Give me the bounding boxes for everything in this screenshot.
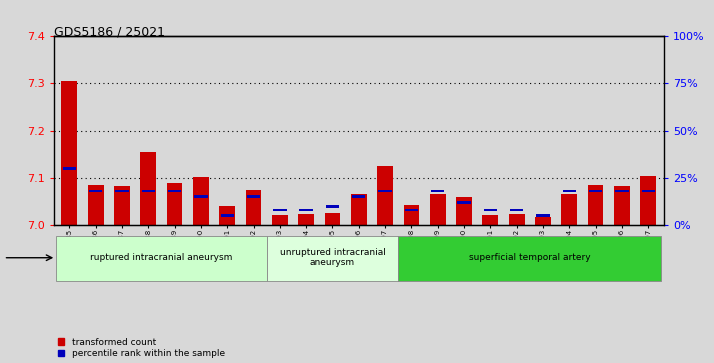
Bar xyxy=(193,177,208,225)
Bar xyxy=(405,208,418,211)
Bar xyxy=(483,208,497,211)
Bar xyxy=(456,197,472,225)
Bar xyxy=(614,186,630,225)
Bar xyxy=(298,214,314,225)
Bar xyxy=(509,214,525,225)
Bar xyxy=(267,236,398,281)
Bar xyxy=(141,152,156,225)
Text: GDS5186 / 25021: GDS5186 / 25021 xyxy=(54,25,164,38)
Bar xyxy=(536,214,550,217)
Bar xyxy=(246,189,261,225)
Bar xyxy=(378,189,392,192)
Bar xyxy=(273,208,286,211)
Bar xyxy=(221,214,234,217)
Bar xyxy=(166,183,183,225)
Text: ruptured intracranial aneurysm: ruptured intracranial aneurysm xyxy=(90,253,233,262)
Bar xyxy=(535,217,551,225)
Bar xyxy=(114,186,130,225)
Bar xyxy=(194,195,208,198)
Bar xyxy=(398,236,661,281)
Bar xyxy=(219,206,235,225)
Bar xyxy=(510,208,523,211)
Bar xyxy=(88,185,104,225)
Bar xyxy=(351,194,367,225)
Bar xyxy=(272,215,288,225)
Bar xyxy=(352,195,366,198)
Bar xyxy=(561,194,577,225)
Bar xyxy=(247,195,260,198)
Bar xyxy=(168,189,181,192)
Bar xyxy=(299,208,313,211)
Bar xyxy=(458,201,471,204)
Bar xyxy=(640,175,656,225)
Bar xyxy=(563,189,576,192)
Bar xyxy=(589,189,603,192)
Bar xyxy=(325,213,341,225)
Legend: transformed count, percentile rank within the sample: transformed count, percentile rank withi… xyxy=(58,338,225,359)
Bar xyxy=(615,189,628,192)
Bar xyxy=(641,189,655,192)
Bar xyxy=(56,236,267,281)
Text: unruptured intracranial
aneurysm: unruptured intracranial aneurysm xyxy=(280,248,386,268)
Bar xyxy=(403,205,419,225)
Bar xyxy=(377,166,393,225)
Bar xyxy=(431,189,444,192)
Bar xyxy=(483,215,498,225)
Bar xyxy=(61,81,77,225)
Bar xyxy=(326,205,339,208)
Bar xyxy=(430,194,446,225)
Bar xyxy=(588,185,603,225)
Bar xyxy=(63,167,76,170)
Bar xyxy=(115,189,129,192)
Bar xyxy=(141,189,155,192)
Text: superficial temporal artery: superficial temporal artery xyxy=(469,253,590,262)
Bar xyxy=(89,189,102,192)
